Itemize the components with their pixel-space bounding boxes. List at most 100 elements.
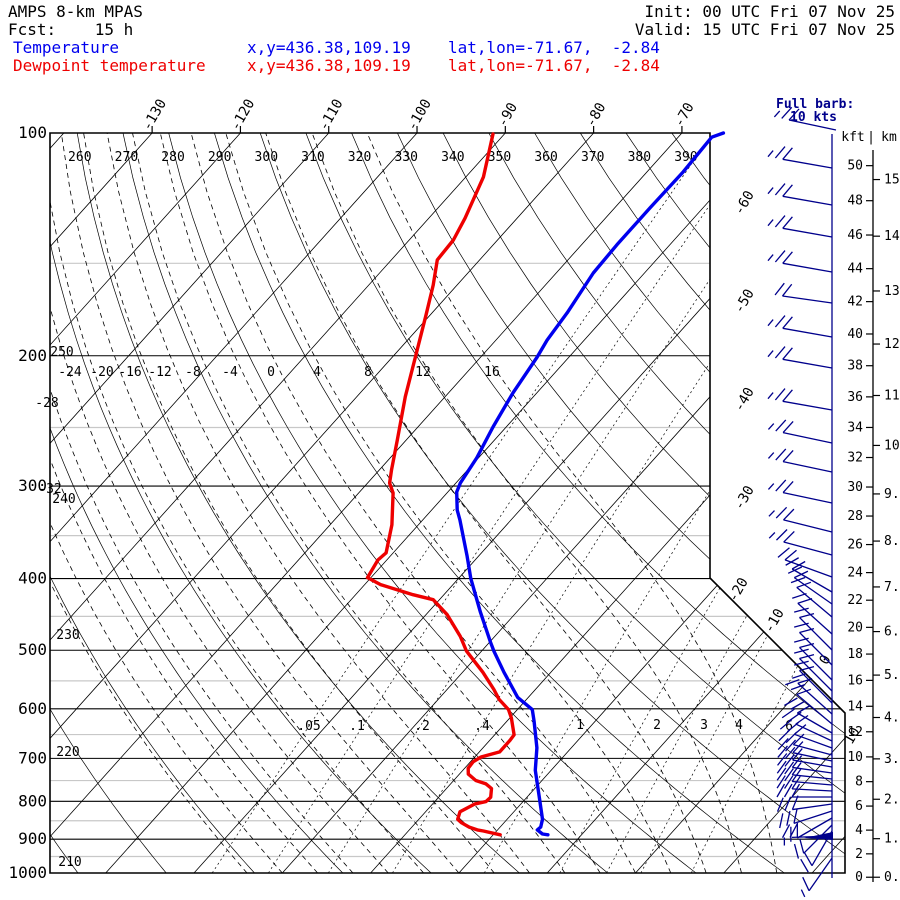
pressure-lines (50, 133, 845, 873)
svg-text:290: 290 (208, 150, 231, 165)
wind-legend-title: Full barb: (776, 97, 855, 112)
svg-text:320: 320 (348, 150, 371, 165)
svg-text:500: 500 (18, 640, 47, 659)
svg-text:34: 34 (847, 420, 863, 435)
svg-text:8.: 8. (884, 534, 900, 549)
svg-text:200: 200 (18, 346, 47, 365)
svg-text:-10: -10 (761, 606, 788, 636)
svg-text:.4: .4 (474, 719, 490, 734)
svg-text:2.: 2. (884, 792, 900, 807)
svg-text:-4: -4 (222, 365, 238, 380)
temperature-trace (455, 131, 726, 837)
svg-text:330: 330 (394, 150, 417, 165)
svg-text:1000: 1000 (8, 863, 47, 882)
svg-text:6: 6 (855, 799, 863, 814)
svg-text:48: 48 (847, 194, 863, 209)
valid-time: Valid: 15 UTC Fri 07 Nov 25 (634, 20, 895, 39)
svg-text:km: km (881, 130, 897, 145)
svg-text:-24: -24 (58, 365, 82, 380)
svg-text:-12: -12 (148, 365, 171, 380)
moist-adiabats (50, 133, 778, 873)
svg-text:18: 18 (847, 647, 863, 662)
svg-text:0: 0 (267, 365, 275, 380)
svg-text:340: 340 (441, 150, 464, 165)
init-time: Init: 00 UTC Fri 07 Nov 25 (644, 2, 895, 21)
svg-text:-120: -120 (228, 96, 259, 133)
svg-text:4: 4 (735, 718, 743, 733)
svg-text:28: 28 (847, 509, 863, 524)
svg-text:-110: -110 (316, 96, 347, 133)
svg-text:16: 16 (484, 365, 500, 380)
svg-text:-28: -28 (35, 396, 58, 411)
svg-text:1: 1 (576, 718, 584, 733)
svg-text:600: 600 (18, 699, 47, 718)
svg-text:9.: 9. (884, 487, 900, 502)
plot-border (49, 132, 846, 874)
svg-text:.1: .1 (349, 719, 365, 734)
svg-text:350: 350 (488, 150, 511, 165)
svg-text:-40: -40 (731, 385, 758, 415)
svg-text:10: 10 (847, 750, 863, 765)
svg-text:12.: 12. (884, 337, 900, 352)
svg-text:310: 310 (301, 150, 324, 165)
svg-text:-70: -70 (671, 100, 698, 130)
wind-barbs (767, 106, 837, 898)
svg-text:-20: -20 (725, 575, 752, 605)
svg-text:240: 240 (52, 492, 75, 507)
svg-text:14: 14 (847, 699, 863, 714)
svg-text:.05: .05 (297, 719, 320, 734)
svg-text:100: 100 (18, 123, 47, 142)
dewpoint-latlon: lat,lon=-71.67, -2.84 (448, 56, 660, 75)
svg-text:12: 12 (847, 725, 863, 740)
svg-text:800: 800 (18, 791, 47, 810)
svg-text:13.: 13. (884, 284, 900, 299)
svg-text:30: 30 (847, 480, 863, 495)
svg-text:-20: -20 (90, 365, 113, 380)
svg-text:-130: -130 (139, 96, 170, 133)
svg-text:280: 280 (161, 150, 184, 165)
svg-text:24: 24 (847, 566, 863, 581)
svg-text:22: 22 (847, 593, 863, 608)
temperature-xy: x,y=436.38,109.19 (247, 38, 411, 57)
dewpoint-legend-label: Dewpoint temperature (13, 56, 206, 75)
svg-text:20: 20 (847, 620, 863, 635)
svg-text:-8: -8 (185, 365, 201, 380)
svg-text:10: 10 (841, 725, 863, 748)
svg-text:-80: -80 (583, 100, 610, 130)
svg-text:0.: 0. (884, 870, 900, 885)
svg-text:270: 270 (115, 150, 138, 165)
svg-text:8: 8 (855, 775, 863, 790)
dewpoint-xy: x,y=436.38,109.19 (247, 56, 411, 75)
svg-text:|: | (867, 130, 875, 145)
svg-text:2: 2 (653, 718, 661, 733)
svg-text:300: 300 (18, 476, 47, 495)
svg-text:3.: 3. (884, 752, 900, 767)
svg-text:700: 700 (18, 748, 47, 767)
svg-text:4.: 4. (884, 710, 900, 725)
svg-text:380: 380 (628, 150, 651, 165)
model-title: AMPS 8-km MPAS (8, 2, 143, 21)
svg-text:2: 2 (855, 847, 863, 862)
svg-text:-60: -60 (731, 188, 758, 218)
svg-text:50: 50 (847, 159, 863, 174)
svg-text:16: 16 (847, 673, 863, 688)
svg-text:14.: 14. (884, 229, 900, 244)
height-axis: kft | km0246810121416182022242628303234363… (841, 130, 900, 885)
svg-text:6.: 6. (884, 625, 900, 640)
svg-text:5.: 5. (884, 668, 900, 683)
svg-text:4: 4 (855, 823, 863, 838)
svg-text:.2: .2 (414, 719, 430, 734)
svg-text:10.: 10. (884, 438, 900, 453)
svg-text:230: 230 (56, 628, 79, 643)
svg-text:400: 400 (18, 569, 47, 588)
svg-text:7.: 7. (884, 580, 900, 595)
temperature-latlon: lat,lon=-71.67, -2.84 (448, 38, 660, 57)
svg-text:-16: -16 (118, 365, 141, 380)
svg-text:-50: -50 (731, 286, 758, 316)
svg-text:32: 32 (847, 451, 863, 466)
dewpoint-trace (365, 132, 516, 837)
svg-text:220: 220 (56, 745, 79, 760)
svg-text:36: 36 (847, 390, 863, 405)
